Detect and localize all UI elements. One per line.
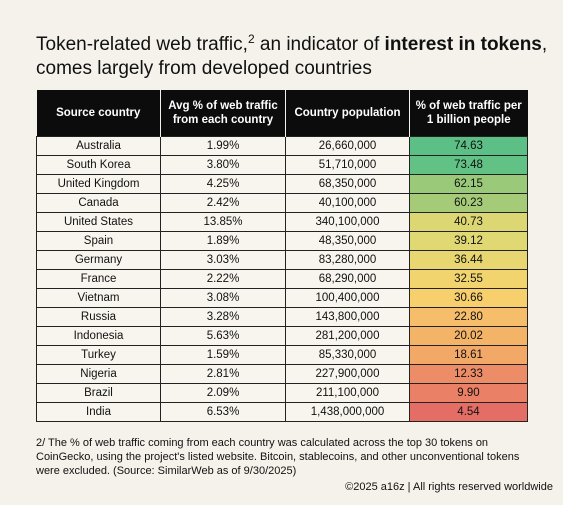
- table-row: Australia 1.99% 26,660,000 74.63: [36, 136, 528, 156]
- table-row: Turkey 1.59% 85,330,000 18.61: [36, 345, 528, 365]
- cell-traffic-per-billion: 73.48: [409, 155, 528, 175]
- table-header-row: Source country Avg % of web traffic from…: [36, 90, 528, 137]
- cell-population: 83,280,000: [285, 250, 410, 270]
- header-traffic-per-billion: % of web traffic per 1 billion people: [409, 90, 528, 137]
- cell-country: Russia: [36, 307, 161, 327]
- title-text: Token-related web traffic,: [36, 34, 248, 55]
- cell-traffic-per-billion: 39.12: [409, 231, 528, 251]
- cell-country: Germany: [36, 250, 161, 270]
- cell-traffic-per-billion: 18.61: [409, 345, 528, 365]
- cell-population: 100,400,000: [285, 288, 410, 308]
- cell-avg-traffic: 3.80%: [160, 155, 286, 175]
- cell-traffic-per-billion: 4.54: [409, 402, 528, 422]
- cell-traffic-per-billion: 30.66: [409, 288, 528, 308]
- cell-population: 211,100,000: [285, 383, 410, 403]
- cell-population: 48,350,000: [285, 231, 410, 251]
- cell-country: Spain: [36, 231, 161, 251]
- cell-population: 85,330,000: [285, 345, 410, 365]
- cell-avg-traffic: 4.25%: [160, 174, 286, 194]
- table-row: South Korea 3.80% 51,710,000 73.48: [36, 155, 528, 175]
- cell-traffic-per-billion: 12.33: [409, 364, 528, 384]
- table-body: Australia 1.99% 26,660,000 74.63 South Korea…: [36, 136, 528, 422]
- cell-avg-traffic: 6.53%: [160, 402, 286, 422]
- cell-avg-traffic: 13.85%: [160, 212, 286, 232]
- cell-population: 51,710,000: [285, 155, 410, 175]
- cell-traffic-per-billion: 62.15: [409, 174, 528, 194]
- page-title: Token-related web traffic,2 an indicator…: [36, 33, 556, 81]
- cell-avg-traffic: 2.09%: [160, 383, 286, 403]
- cell-traffic-per-billion: 32.55: [409, 269, 528, 289]
- table-row: India 6.53% 1,438,000,000 4.54: [36, 402, 528, 422]
- cell-traffic-per-billion: 20.02: [409, 326, 528, 346]
- table-row: Nigeria 2.81% 227,900,000 12.33: [36, 364, 528, 384]
- cell-avg-traffic: 2.22%: [160, 269, 286, 289]
- table-row: Vietnam 3.08% 100,400,000 30.66: [36, 288, 528, 308]
- title-text-2: an indicator of: [254, 34, 385, 55]
- cell-country: Vietnam: [36, 288, 161, 308]
- cell-country: South Korea: [36, 155, 161, 175]
- header-avg-traffic: Avg % of web traffic from each country: [160, 90, 286, 137]
- cell-population: 68,290,000: [285, 269, 410, 289]
- title-line-2: comes largely from developed countries: [36, 58, 372, 79]
- cell-avg-traffic: 2.42%: [160, 193, 286, 213]
- cell-avg-traffic: 3.28%: [160, 307, 286, 327]
- traffic-table: Source country Avg % of web traffic from…: [36, 90, 528, 422]
- title-text-3: ,: [541, 34, 548, 55]
- cell-traffic-per-billion: 60.23: [409, 193, 528, 213]
- table-row: Russia 3.28% 143,800,000 22.80: [36, 307, 528, 327]
- cell-country: Nigeria: [36, 364, 161, 384]
- cell-country: France: [36, 269, 161, 289]
- cell-population: 40,100,000: [285, 193, 410, 213]
- cell-country: Australia: [36, 136, 161, 156]
- title-emphasis: interest in tokens: [384, 34, 542, 55]
- cell-population: 68,350,000: [285, 174, 410, 194]
- cell-population: 1,438,000,000: [285, 402, 410, 422]
- cell-country: United Kingdom: [36, 174, 161, 194]
- table-row: United Kingdom 4.25% 68,350,000 62.15: [36, 174, 528, 194]
- cell-traffic-per-billion: 9.90: [409, 383, 528, 403]
- table-row: France 2.22% 68,290,000 32.55: [36, 269, 528, 289]
- header-source-country: Source country: [36, 90, 161, 137]
- footnote: 2/ The % of web traffic coming from each…: [36, 437, 520, 477]
- cell-traffic-per-billion: 74.63: [409, 136, 528, 156]
- cell-avg-traffic: 2.81%: [160, 364, 286, 384]
- cell-population: 281,200,000: [285, 326, 410, 346]
- cell-avg-traffic: 3.03%: [160, 250, 286, 270]
- cell-country: Indonesia: [36, 326, 161, 346]
- cell-avg-traffic: 5.63%: [160, 326, 286, 346]
- cell-country: United States: [36, 212, 161, 232]
- table-row: Indonesia 5.63% 281,200,000 20.02: [36, 326, 528, 346]
- cell-avg-traffic: 1.89%: [160, 231, 286, 251]
- cell-population: 340,100,000: [285, 212, 410, 232]
- cell-avg-traffic: 3.08%: [160, 288, 286, 308]
- cell-country: India: [36, 402, 161, 422]
- table-row: Germany 3.03% 83,280,000 36.44: [36, 250, 528, 270]
- table-row: Spain 1.89% 48,350,000 39.12: [36, 231, 528, 251]
- cell-country: Brazil: [36, 383, 161, 403]
- cell-population: 143,800,000: [285, 307, 410, 327]
- header-population: Country population: [285, 90, 410, 137]
- cell-country: Turkey: [36, 345, 161, 365]
- cell-country: Canada: [36, 193, 161, 213]
- cell-avg-traffic: 1.99%: [160, 136, 286, 156]
- copyright: ©2025 a16z | All rights reserved worldwi…: [345, 481, 553, 493]
- title-footnote-marker: 2: [247, 32, 255, 46]
- cell-population: 26,660,000: [285, 136, 410, 156]
- cell-avg-traffic: 1.59%: [160, 345, 286, 365]
- cell-traffic-per-billion: 40.73: [409, 212, 528, 232]
- cell-population: 227,900,000: [285, 364, 410, 384]
- table-row: Canada 2.42% 40,100,000 60.23: [36, 193, 528, 213]
- table-row: Brazil 2.09% 211,100,000 9.90: [36, 383, 528, 403]
- cell-traffic-per-billion: 36.44: [409, 250, 528, 270]
- table-row: United States 13.85% 340,100,000 40.73: [36, 212, 528, 232]
- cell-traffic-per-billion: 22.80: [409, 307, 528, 327]
